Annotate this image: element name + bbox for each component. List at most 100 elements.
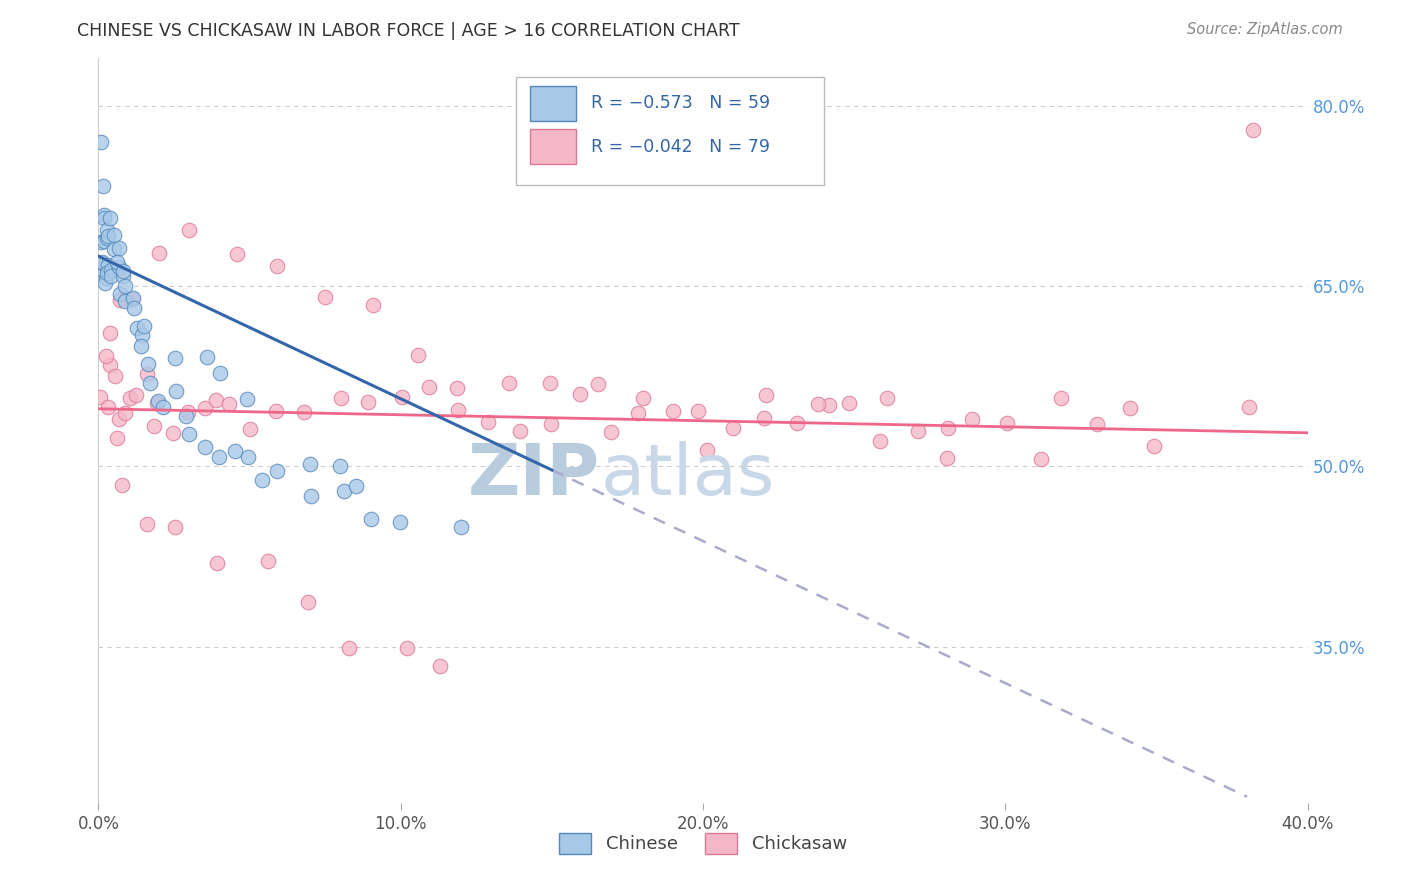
Point <box>163 351 186 365</box>
Point <box>208 450 231 464</box>
Point <box>105 431 128 445</box>
Point <box>93 208 115 222</box>
Point <box>108 411 131 425</box>
Point <box>588 376 610 391</box>
Point <box>1118 401 1140 415</box>
Point <box>96 230 118 244</box>
Point <box>93 211 115 225</box>
Point <box>446 381 468 395</box>
Point <box>388 515 411 529</box>
Point <box>662 404 685 418</box>
Point <box>91 178 114 193</box>
Point <box>344 479 367 493</box>
Bar <box>530 128 576 164</box>
Point <box>135 367 157 381</box>
Point <box>429 658 451 673</box>
Text: ZIP: ZIP <box>468 441 600 509</box>
Point <box>238 450 260 464</box>
Point <box>91 256 114 270</box>
Point <box>936 450 959 465</box>
Point <box>131 328 153 343</box>
Point <box>633 391 655 405</box>
Point <box>174 409 197 423</box>
Point <box>136 358 159 372</box>
Point <box>104 369 127 384</box>
Point <box>94 271 117 285</box>
Point <box>314 290 336 304</box>
Point <box>936 421 959 435</box>
Point <box>299 457 322 471</box>
Point <box>292 405 315 419</box>
Legend: Chinese, Chickasaw: Chinese, Chickasaw <box>551 825 855 861</box>
Point <box>995 416 1018 430</box>
Point <box>357 394 380 409</box>
Text: R = −0.573   N = 59: R = −0.573 N = 59 <box>591 95 769 112</box>
Point <box>450 520 472 534</box>
Point <box>869 434 891 449</box>
Point <box>752 410 775 425</box>
Point <box>90 235 112 249</box>
FancyBboxPatch shape <box>516 77 824 185</box>
Point <box>93 234 115 248</box>
Point <box>98 326 121 340</box>
Point <box>807 397 830 411</box>
Point <box>568 387 591 401</box>
Point <box>1143 438 1166 452</box>
Point <box>103 227 125 242</box>
Point <box>194 440 217 454</box>
Point <box>447 403 470 417</box>
Point <box>121 293 143 307</box>
Point <box>236 392 259 406</box>
Point <box>477 416 499 430</box>
Point <box>330 391 353 405</box>
Point <box>110 287 132 301</box>
Point <box>907 424 929 438</box>
Point <box>96 266 118 280</box>
Point <box>177 223 200 237</box>
Point <box>337 640 360 655</box>
Point <box>329 459 352 474</box>
Point <box>176 405 198 419</box>
Point <box>120 391 142 405</box>
Point <box>1241 123 1264 137</box>
Point <box>111 478 134 492</box>
Point <box>108 293 131 308</box>
Point <box>97 400 120 414</box>
Point <box>239 422 262 436</box>
Point <box>754 388 776 402</box>
Point <box>264 404 287 418</box>
Point <box>129 339 152 353</box>
Point <box>205 556 228 570</box>
Point <box>90 254 112 268</box>
Point <box>721 421 744 435</box>
Point <box>125 388 148 402</box>
Point <box>138 376 160 390</box>
Point <box>696 443 718 458</box>
Point <box>114 279 136 293</box>
Point <box>1087 417 1109 431</box>
Point <box>818 398 841 412</box>
Bar <box>530 86 576 121</box>
Point <box>224 443 246 458</box>
Point <box>962 412 984 426</box>
Text: R = −0.042   N = 79: R = −0.042 N = 79 <box>591 137 769 155</box>
Point <box>406 348 429 362</box>
Point <box>114 406 136 420</box>
Point <box>152 400 174 414</box>
Point <box>122 291 145 305</box>
Point <box>103 242 125 256</box>
Point <box>122 301 145 315</box>
Point <box>100 268 122 283</box>
Point <box>686 404 709 418</box>
Text: CHINESE VS CHICKASAW IN LABOR FORCE | AGE > 16 CORRELATION CHART: CHINESE VS CHICKASAW IN LABOR FORCE | AG… <box>77 22 740 40</box>
Point <box>418 380 440 394</box>
Point <box>146 393 169 408</box>
Point <box>1029 451 1052 466</box>
Point <box>226 246 249 260</box>
Point <box>509 424 531 438</box>
Point <box>540 417 562 431</box>
Text: atlas: atlas <box>600 441 775 509</box>
Point <box>876 391 898 405</box>
Point <box>363 298 385 312</box>
Point <box>132 319 155 334</box>
